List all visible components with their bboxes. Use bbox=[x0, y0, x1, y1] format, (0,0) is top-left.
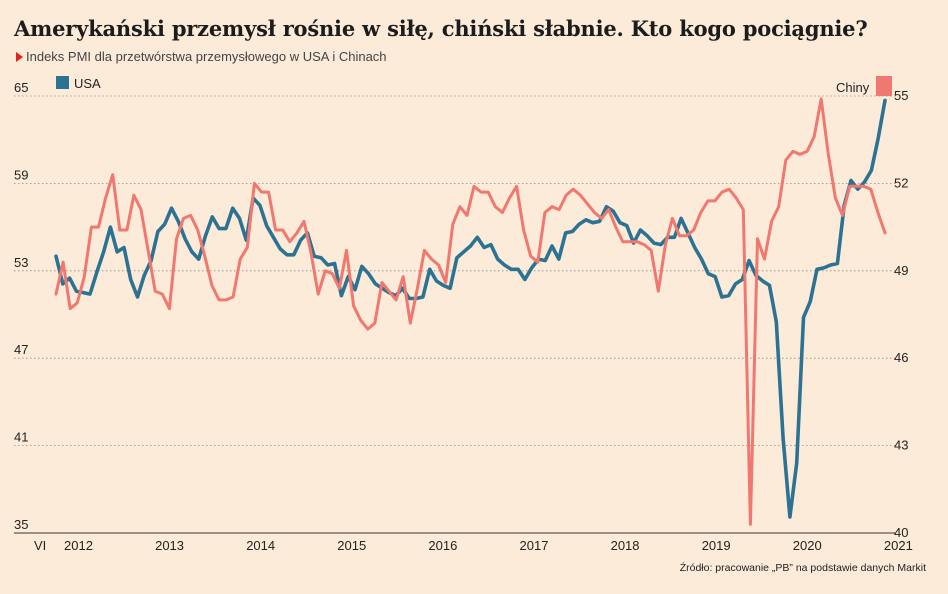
right-tick-label: 52 bbox=[894, 175, 908, 190]
series-line-china bbox=[54, 97, 887, 526]
source-note: Źródło: pracowanie „PB” na podstawie dan… bbox=[679, 562, 926, 574]
series-lines bbox=[54, 97, 887, 526]
x-tick-label: 2014 bbox=[246, 538, 275, 553]
left-tick-label: 41 bbox=[14, 430, 28, 445]
left-tick-label: 65 bbox=[14, 80, 28, 95]
x-tick-label: 2013 bbox=[155, 538, 184, 553]
x-tick-label: 2018 bbox=[611, 538, 640, 553]
left-tick-label: 59 bbox=[14, 167, 28, 182]
right-tick-label: 40 bbox=[894, 525, 908, 540]
right-tick-label: 43 bbox=[894, 438, 908, 453]
right-tick-label: 46 bbox=[894, 350, 908, 365]
right-tick-label: 55 bbox=[894, 88, 908, 103]
legend-label-usa: USA bbox=[74, 76, 101, 91]
legend: USA Chiny bbox=[56, 76, 892, 96]
left-tick-label: 35 bbox=[14, 517, 28, 532]
series-line-usa bbox=[54, 98, 887, 519]
chart-subtitle: Indeks PMI dla przetwórstwa przemysłoweg… bbox=[16, 49, 387, 64]
x-tick-label: 2019 bbox=[702, 538, 731, 553]
x-tick-label: 2016 bbox=[428, 538, 457, 553]
x-tick-label: 2021 bbox=[884, 538, 913, 553]
legend-swatch-china bbox=[876, 76, 892, 96]
x-tick-label: 2012 bbox=[64, 538, 93, 553]
x-tick-label: 2015 bbox=[337, 538, 366, 553]
x-tick-label: 2017 bbox=[520, 538, 549, 553]
left-y-axis: 65 59 53 47 41 35 bbox=[14, 80, 28, 532]
x-tick-label: 2020 bbox=[793, 538, 822, 553]
legend-swatch-usa bbox=[56, 76, 69, 89]
triangle-marker-icon bbox=[16, 52, 23, 62]
legend-label-china: Chiny bbox=[836, 80, 870, 95]
chart-subtitle-text: Indeks PMI dla przetwórstwa przemysłoweg… bbox=[26, 49, 387, 64]
right-y-axis: 55 52 49 46 43 40 bbox=[894, 88, 908, 540]
x-axis: VI 2012 2013 2014 2015 2016 2017 2018 2019 2020 20… bbox=[34, 538, 913, 553]
chart-title: Amerykański przemysł rośnie w siłę, chiń… bbox=[14, 16, 868, 41]
left-tick-label: 53 bbox=[14, 255, 28, 270]
x-start-label: VI bbox=[34, 538, 46, 553]
left-tick-label: 47 bbox=[14, 342, 28, 357]
right-tick-label: 49 bbox=[894, 263, 908, 278]
grid-lines bbox=[14, 95, 896, 534]
